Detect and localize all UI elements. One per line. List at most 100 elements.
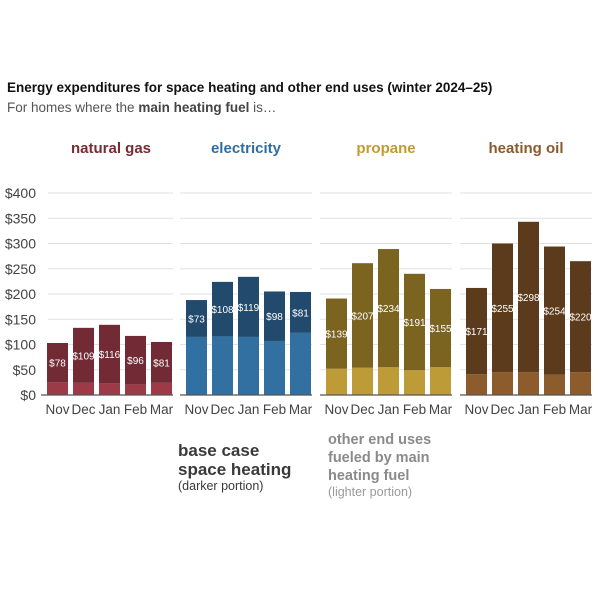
x-tick-label: Mar (569, 402, 593, 417)
x-tick-label: Nov (184, 402, 208, 417)
bar-segment-space-heating (264, 291, 285, 341)
data-label: $155 (429, 324, 452, 335)
bar-segment-space-heating (47, 342, 68, 383)
bar-segment-space-heating (99, 324, 120, 384)
data-label: $191 (403, 318, 426, 329)
bar-segment-other-end-uses (238, 336, 259, 395)
panel-title: propane (356, 140, 415, 157)
bar-segment-space-heating (352, 263, 373, 368)
y-tick-label: $50 (13, 362, 37, 378)
x-tick-label: Nov (324, 402, 348, 417)
bar-segment-other-end-uses (326, 368, 347, 395)
legend-light-line: heating fuel (328, 468, 410, 484)
data-label: $78 (49, 359, 66, 370)
bar-segment-other-end-uses (430, 367, 451, 395)
x-tick-label: Dec (210, 402, 234, 417)
y-tick-label: $400 (5, 185, 36, 201)
x-tick-label: Mar (429, 402, 453, 417)
bar-segment-other-end-uses (570, 372, 591, 395)
panel-title: natural gas (71, 140, 151, 157)
bar-segment-space-heating (544, 246, 565, 375)
legend-base-case-space-heating: base case space heating (darker portion) (178, 441, 291, 494)
bar-segment-space-heating (492, 243, 513, 373)
data-label: $109 (72, 351, 95, 362)
bar-segment-other-end-uses (212, 336, 233, 395)
x-tick-label: Jan (238, 402, 260, 417)
bar-segment-other-end-uses (73, 382, 94, 395)
data-label: $207 (351, 311, 374, 322)
data-label: $73 (188, 314, 205, 325)
bar-segment-other-end-uses (47, 382, 68, 395)
x-tick-label: Feb (263, 402, 286, 417)
bar-segment-space-heating (151, 341, 172, 383)
y-tick-label: $350 (5, 210, 36, 226)
data-label: $96 (127, 356, 144, 367)
y-tick-label: $250 (5, 261, 36, 277)
data-label: $254 (543, 307, 566, 318)
bar-segment-space-heating (212, 281, 233, 337)
bar-segment-space-heating (466, 287, 487, 375)
x-tick-label: Nov (45, 402, 69, 417)
x-tick-label: Jan (99, 402, 121, 417)
bar-segment-other-end-uses (404, 370, 425, 395)
data-label: $116 (99, 350, 121, 361)
data-label: $220 (569, 313, 592, 324)
data-label: $81 (292, 308, 309, 319)
data-label: $98 (266, 312, 283, 323)
y-tick-label: $0 (20, 387, 36, 403)
x-tick-label: Feb (124, 402, 147, 417)
bar-segment-other-end-uses (352, 367, 373, 395)
bar-segment-other-end-uses (99, 383, 120, 395)
bar-segment-space-heating (404, 273, 425, 371)
bar-segment-space-heating (186, 300, 207, 337)
legend-light-note: (lighter portion) (328, 485, 413, 499)
bar-segment-space-heating (430, 288, 451, 368)
bar-segment-space-heating (326, 298, 347, 369)
legend-dark-line: base case (178, 441, 260, 460)
legend-other-end-uses: other end uses fueled by main heating fu… (328, 431, 431, 500)
bar-segment-space-heating (238, 276, 259, 337)
x-tick-label: Jan (378, 402, 400, 417)
x-tick-label: Mar (150, 402, 174, 417)
bar-segment-other-end-uses (151, 382, 172, 395)
subtitle-bold: main heating fuel (138, 100, 250, 115)
data-label: $298 (517, 293, 540, 304)
x-tick-label: Feb (543, 402, 566, 417)
legend-light-line: other end uses (328, 432, 432, 448)
data-label: $81 (153, 358, 170, 369)
chart-title: Energy expenditures for space heating an… (7, 80, 493, 95)
y-tick-label: $150 (5, 311, 36, 327)
bar-segment-other-end-uses (492, 372, 513, 395)
subtitle-suffix: is… (249, 100, 277, 115)
bar-segment-space-heating (290, 291, 311, 333)
bar-segment-space-heating (570, 261, 591, 373)
legend-dark-line: space heating (178, 460, 292, 479)
x-tick-label: Feb (403, 402, 426, 417)
bar-segment-other-end-uses (518, 372, 539, 395)
x-tick-label: Dec (71, 402, 95, 417)
x-tick-label: Jan (518, 402, 540, 417)
bar-segment-other-end-uses (264, 340, 285, 395)
x-tick-label: Dec (350, 402, 374, 417)
y-tick-label: $300 (5, 236, 36, 252)
x-tick-label: Mar (289, 402, 313, 417)
legend-dark-note: (darker portion) (178, 479, 264, 493)
data-label: $119 (238, 303, 260, 314)
y-tick-label: $200 (5, 286, 36, 302)
bar-segment-other-end-uses (125, 384, 146, 395)
bar-segment-space-heating (73, 327, 94, 383)
bar-segment-other-end-uses (186, 336, 207, 395)
bar-segment-other-end-uses (290, 332, 311, 395)
x-tick-label: Nov (464, 402, 488, 417)
legend-light-line: fueled by main (328, 450, 430, 466)
chart-subtitle: For homes where the main heating fuel is… (7, 100, 276, 115)
bar-segment-other-end-uses (378, 367, 399, 395)
data-label: $108 (211, 305, 234, 316)
panel-title: electricity (211, 140, 282, 157)
bar-segment-other-end-uses (466, 374, 487, 395)
data-label: $171 (465, 327, 488, 338)
bar-segment-other-end-uses (544, 374, 565, 395)
x-tick-label: Dec (490, 402, 514, 417)
data-label: $234 (377, 304, 400, 315)
